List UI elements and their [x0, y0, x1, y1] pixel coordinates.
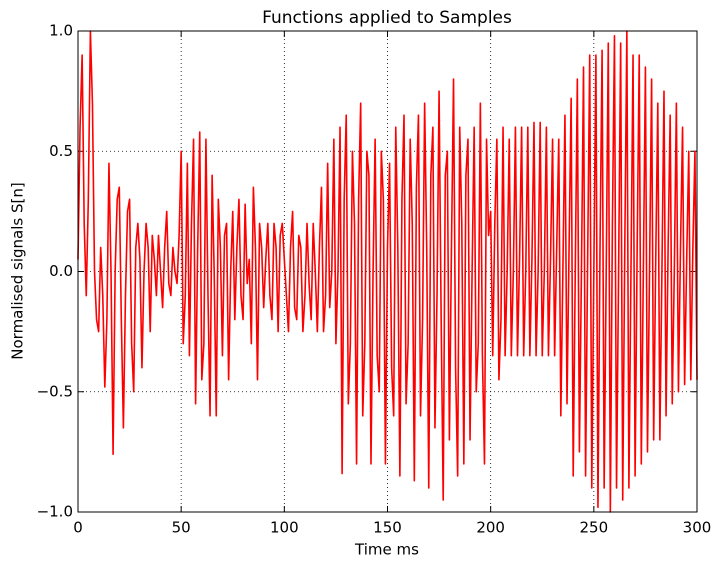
x-tick-label: 150 [373, 519, 402, 537]
x-axis-label: Time ms [354, 541, 419, 559]
signal-line [77, 30, 698, 513]
y-tick-label: 1.0 [49, 22, 73, 40]
x-tick-label: 300 [683, 519, 712, 537]
plot-frame [77, 30, 698, 513]
x-tick-label: 100 [270, 519, 299, 537]
chart-title: Functions applied to Samples [262, 8, 512, 28]
x-tick-label: 250 [580, 519, 609, 537]
y-tick-label: −0.5 [37, 382, 73, 400]
y-axis-label: Normalised signals S[n] [9, 182, 27, 359]
x-tick-label: 200 [476, 519, 505, 537]
x-tick-label: 0 [73, 519, 83, 537]
y-tick-label: −1.0 [37, 503, 73, 521]
y-tick-label: 0.0 [49, 262, 73, 280]
y-tick-label: 0.5 [49, 142, 73, 160]
x-tick-label: 50 [172, 519, 191, 537]
